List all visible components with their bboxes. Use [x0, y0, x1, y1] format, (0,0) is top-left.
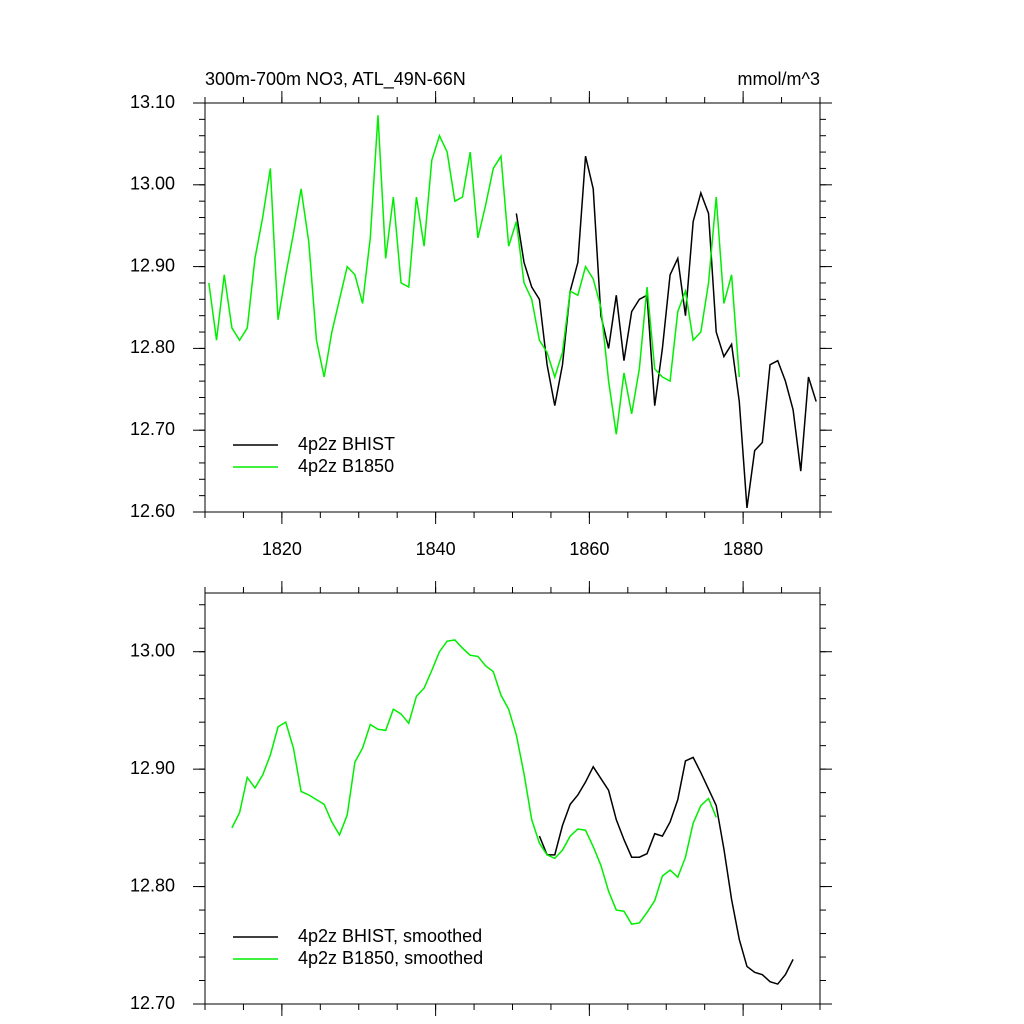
data-line — [538, 756, 794, 985]
data-line — [208, 115, 741, 435]
legend-label: 4p2z B1850, smoothed — [298, 948, 483, 968]
y-tick-label: 13.10 — [130, 92, 175, 112]
legend-label: 4p2z BHIST — [298, 434, 395, 454]
y-tick-label: 12.70 — [130, 993, 175, 1013]
legend-label: 4p2z B1850 — [298, 456, 394, 476]
x-tick-label: 1820 — [262, 539, 302, 559]
y-tick-label: 13.00 — [130, 174, 175, 194]
legend-label: 4p2z BHIST, smoothed — [298, 926, 482, 946]
x-tick-label: 1860 — [569, 539, 609, 559]
y-tick-label: 12.80 — [130, 875, 175, 895]
y-tick-label: 12.80 — [130, 337, 175, 357]
data-line — [231, 639, 717, 925]
data-line — [515, 155, 817, 509]
x-tick-label: 1840 — [416, 539, 456, 559]
units-label: mmol/m^3 — [738, 69, 820, 89]
y-tick-label: 13.00 — [130, 640, 175, 660]
y-tick-label: 12.90 — [130, 758, 175, 778]
x-tick-label: 1880 — [723, 539, 763, 559]
chart-title: 300m-700m NO3, ATL_49N-66N — [205, 69, 466, 90]
y-tick-label: 12.70 — [130, 419, 175, 439]
y-tick-label: 12.90 — [130, 255, 175, 275]
y-tick-label: 12.60 — [130, 501, 175, 521]
